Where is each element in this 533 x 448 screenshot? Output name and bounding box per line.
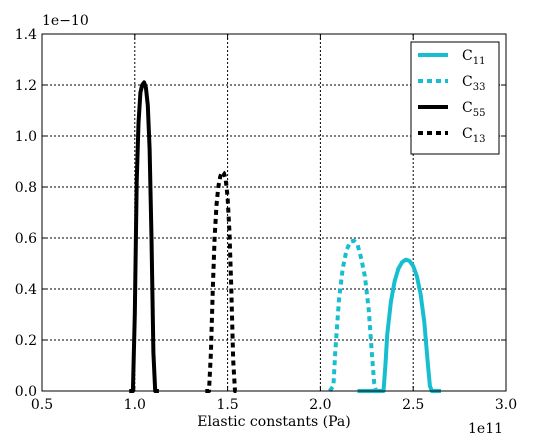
x-tick-label: 2.0 [309, 397, 331, 413]
tick-labels: 0.5 1.0 1.5 2.0 2.5 3.0 0.0 0.2 0.4 0.6 0.8 1.0 1.2 1… [15, 27, 517, 413]
x-tick-label: 1.5 [216, 397, 238, 413]
y-tick-label: 0.8 [15, 180, 37, 196]
x-axis-label: Elastic constants (Pa) [197, 414, 350, 430]
y-tick-label: 1.4 [15, 27, 37, 43]
x-multiplier: 1e11 [468, 421, 503, 437]
y-tick-label: 0.0 [15, 384, 37, 400]
y-multiplier: 1e−10 [42, 13, 89, 29]
legend-box [410, 41, 500, 155]
x-tick-label: 2.5 [402, 397, 424, 413]
plot-frame [41, 33, 507, 392]
x-tick-label: 1.0 [124, 397, 146, 413]
series-line-c13 [205, 169, 239, 393]
x-tick-label: 3.0 [495, 397, 517, 413]
y-tick-label: 0.4 [15, 282, 37, 298]
y-tick-label: 0.2 [15, 333, 37, 349]
series-line-c11 [357, 257, 441, 393]
tick-marks [41, 33, 507, 392]
series-layer [129, 80, 441, 393]
y-tick-label: 1.0 [15, 129, 37, 145]
y-tick-label: 1.2 [15, 78, 37, 94]
series-line-c33 [328, 238, 380, 393]
series-line-c55 [129, 80, 159, 393]
x-tick-label: 0.5 [31, 397, 53, 413]
y-tick-label: 0.6 [15, 231, 37, 247]
